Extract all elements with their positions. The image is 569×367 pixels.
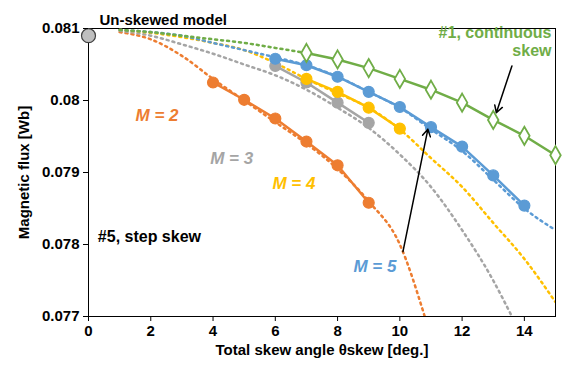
svg-text:0.079: 0.079 bbox=[42, 163, 80, 180]
svg-text:0.081: 0.081 bbox=[42, 19, 80, 36]
svg-text:#1, continuousskew: #1, continuousskew bbox=[439, 24, 552, 59]
svg-text:2: 2 bbox=[147, 322, 155, 339]
svg-text:M = 4: M = 4 bbox=[272, 174, 316, 193]
svg-text:M = 5: M = 5 bbox=[353, 257, 397, 276]
svg-text:Magnetic flux [Wb]: Magnetic flux [Wb] bbox=[15, 106, 32, 239]
svg-text:M = 2: M = 2 bbox=[135, 106, 179, 125]
svg-text:M = 3: M = 3 bbox=[210, 149, 254, 168]
svg-text:6: 6 bbox=[271, 322, 279, 339]
svg-text:4: 4 bbox=[209, 322, 218, 339]
svg-text:#5, step skew: #5, step skew bbox=[98, 228, 202, 245]
svg-text:12: 12 bbox=[454, 322, 471, 339]
svg-text:8: 8 bbox=[333, 322, 341, 339]
svg-text:0.078: 0.078 bbox=[42, 235, 80, 252]
svg-text:14: 14 bbox=[516, 322, 533, 339]
svg-text:Total skew angle θskew [deg.]: Total skew angle θskew [deg.] bbox=[216, 341, 429, 358]
svg-text:0.08: 0.08 bbox=[50, 91, 79, 108]
svg-text:0.077: 0.077 bbox=[42, 307, 80, 324]
svg-text:Un-skewed model: Un-skewed model bbox=[99, 11, 227, 28]
svg-text:10: 10 bbox=[391, 322, 408, 339]
svg-text:0: 0 bbox=[84, 322, 92, 339]
